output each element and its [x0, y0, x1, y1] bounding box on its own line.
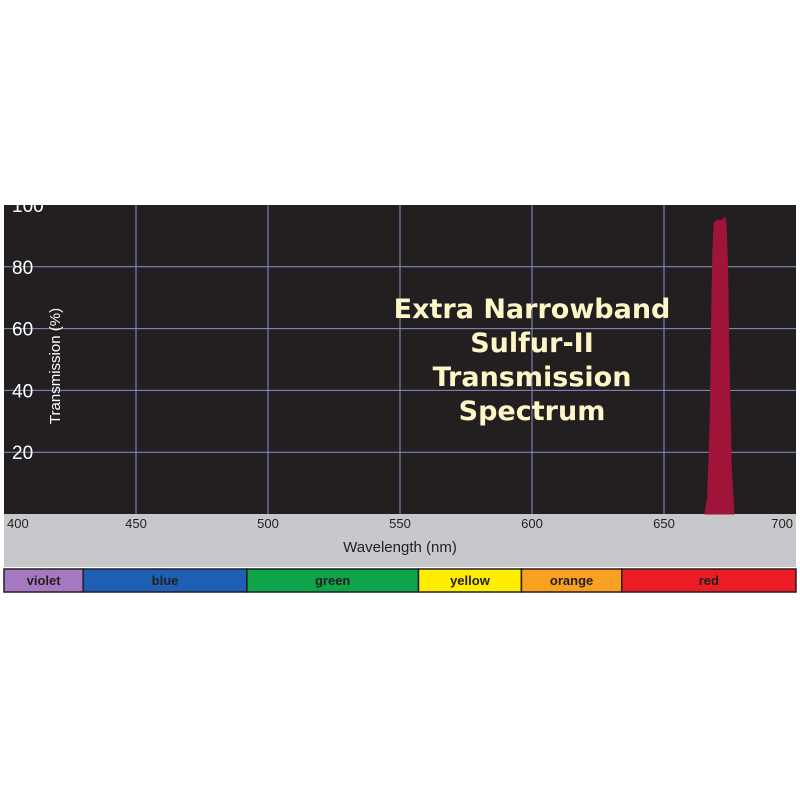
chart-title: Extra NarrowbandSulfur-IITransmissionSpe…: [394, 294, 671, 427]
y-tick-label: 20: [12, 443, 33, 464]
color-band-label: violet: [27, 573, 62, 588]
x-tick-label: 550: [389, 516, 411, 531]
color-band-label: blue: [152, 573, 179, 588]
y-tick-labels: 20 40 60 80 100: [12, 196, 44, 464]
color-band-red: [621, 568, 797, 593]
color-band-label: red: [699, 573, 719, 588]
y-tick-label: 80: [12, 258, 33, 279]
color-band-legend: violet blue green yellow orange red: [3, 568, 797, 593]
grid-lines: [4, 205, 796, 514]
chart-title-line: Sulfur-II: [470, 328, 594, 359]
x-tick-label: 600: [521, 516, 543, 531]
chart-title-line: Extra Narrowband: [394, 294, 671, 325]
x-tick-label: 400: [7, 516, 29, 531]
color-band-label: orange: [550, 573, 593, 588]
y-tick-label: 100: [12, 196, 44, 217]
x-tick-label: 450: [125, 516, 147, 531]
x-tick-label: 700: [771, 516, 793, 531]
y-tick-label: 60: [12, 320, 33, 341]
color-band-label: green: [315, 573, 350, 588]
x-tick-label: 650: [653, 516, 675, 531]
chart-title-line: Spectrum: [459, 396, 606, 427]
x-axis-strip: [4, 514, 796, 567]
chart-title-line: Transmission: [433, 362, 632, 393]
transmission-peak-area: [704, 216, 735, 515]
y-tick-label: 40: [12, 381, 33, 402]
x-tick-label: 500: [257, 516, 279, 531]
y-axis-label: Transmission (%): [47, 308, 64, 424]
x-axis-label: Wavelength (nm): [343, 539, 457, 556]
color-band-label: yellow: [450, 573, 491, 588]
x-tick-labels: 400 450 500 550 600 650 700: [7, 516, 793, 531]
transmission-curve: [704, 216, 735, 515]
